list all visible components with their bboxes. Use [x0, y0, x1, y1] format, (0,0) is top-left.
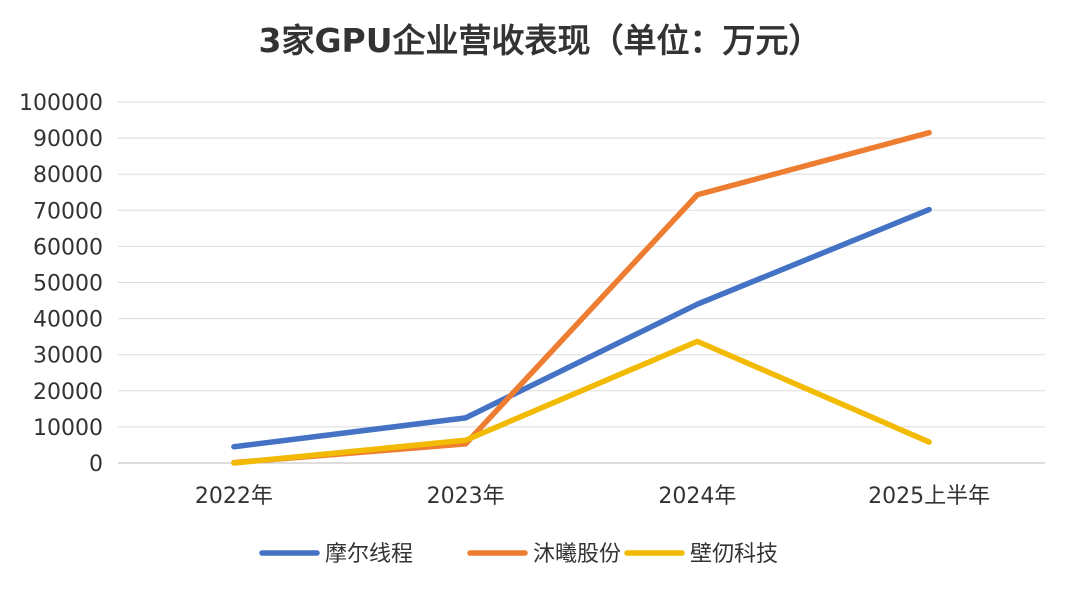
- legend-item: 摩尔线程: [262, 542, 413, 567]
- y-tick-label: 20000: [33, 380, 103, 405]
- y-tick-label: 70000: [33, 199, 103, 224]
- chart-title: 3家GPU企业营收表现（单位：万元）: [258, 21, 821, 60]
- y-tick-label: 80000: [33, 163, 103, 188]
- legend-label: 摩尔线程: [325, 542, 413, 567]
- y-tick-label: 90000: [33, 127, 103, 152]
- y-tick-label: 50000: [33, 272, 103, 297]
- legend-label: 壁仞科技: [690, 542, 778, 567]
- y-axis: 0 10000 20000 30000 40000 50000 60000 70000 8000…: [19, 91, 103, 477]
- x-tick-label: 2023年: [427, 484, 505, 509]
- legend: 摩尔线程 沐曦股份 壁仞科技: [262, 542, 778, 567]
- series-line-1: [234, 210, 929, 447]
- x-tick-label: 2025上半年: [868, 484, 990, 509]
- legend-item: 沐曦股份: [470, 542, 621, 567]
- y-tick-label: 60000: [33, 235, 103, 260]
- x-axis: 2022年 2023年 2024年 2025上半年: [195, 484, 990, 509]
- x-tick-label: 2024年: [658, 484, 736, 509]
- y-tick-label: 30000: [33, 344, 103, 369]
- grid: [118, 102, 1045, 463]
- y-tick-label: 0: [89, 452, 103, 477]
- series-line-2: [234, 133, 929, 463]
- legend-item: 壁仞科技: [627, 542, 778, 567]
- y-tick-label: 40000: [33, 308, 103, 333]
- x-tick-label: 2022年: [195, 484, 273, 509]
- series-lines: [234, 133, 929, 464]
- legend-label: 沐曦股份: [533, 542, 621, 567]
- y-tick-label: 10000: [33, 416, 103, 441]
- y-tick-label: 100000: [19, 91, 103, 116]
